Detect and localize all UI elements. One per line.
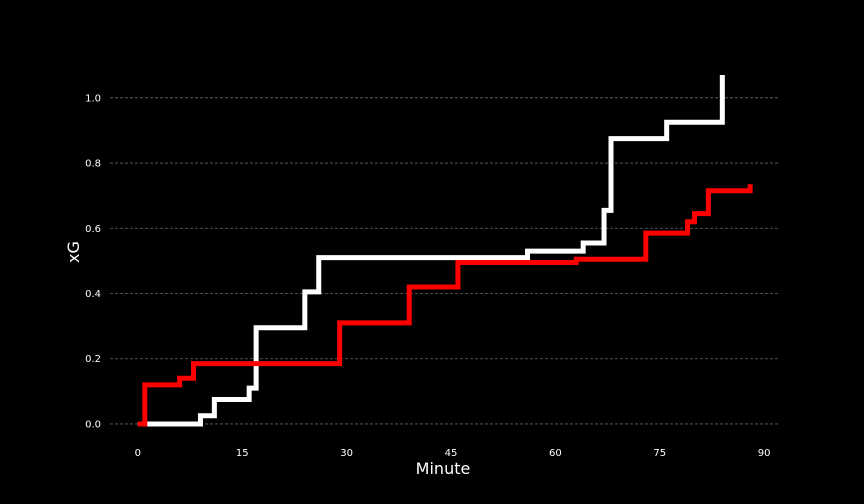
y-tick-label: 0.8	[85, 159, 101, 170]
x-axis-label: Minute	[416, 459, 471, 478]
x-tick-label: 30	[340, 448, 353, 459]
y-tick-label: 0.6	[85, 224, 101, 235]
x-tick-label: 60	[549, 448, 562, 459]
y-tick-label: 0.4	[85, 289, 101, 300]
y-tick-labels: 0.0 0.2 0.4 0.6 0.8 1.0	[85, 93, 101, 430]
x-tick-label: 0	[135, 448, 141, 459]
series-line-1	[137, 75, 725, 427]
y-axis-label: xG	[64, 241, 83, 263]
x-tick-label: 90	[758, 448, 771, 459]
x-tick-label: 45	[445, 448, 458, 459]
series-line-2	[137, 184, 753, 427]
y-tick-label: 1.0	[85, 93, 101, 104]
y-gridlines	[110, 97, 778, 425]
y-tick-label: 0.0	[85, 419, 101, 430]
x-tick-label: 15	[236, 448, 249, 459]
x-tick-labels: 0 15 30 45 60 75 90	[135, 448, 771, 459]
y-tick-label: 0.2	[85, 354, 101, 365]
x-tick-label: 75	[653, 448, 666, 459]
series-lines	[137, 75, 753, 427]
